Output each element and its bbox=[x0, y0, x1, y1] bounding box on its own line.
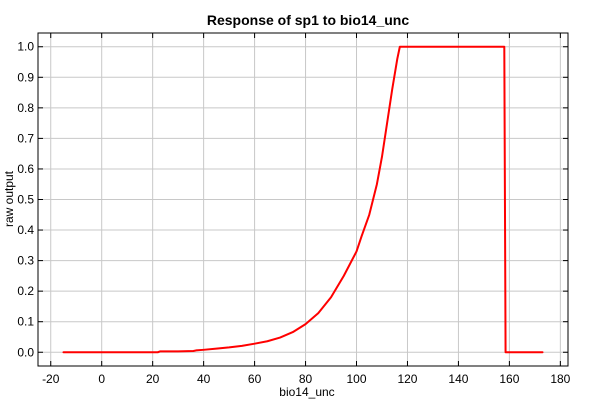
tick-layer: -20 0 20 40 60 80 100 120 140 160 180 0.0 0.1 0.2 0.3 0… bbox=[17, 33, 571, 386]
x-tick-label: 20 bbox=[146, 372, 160, 386]
series-layer bbox=[62, 45, 544, 354]
y-tick-label: 0.5 bbox=[17, 193, 34, 207]
x-tick-label: 60 bbox=[248, 372, 262, 386]
x-tick-label: 160 bbox=[499, 372, 519, 386]
series-line bbox=[62, 45, 544, 354]
y-tick-label: 0.7 bbox=[17, 131, 34, 145]
x-axis-label: bio14_unc bbox=[279, 385, 334, 399]
x-tick-label: 140 bbox=[448, 372, 468, 386]
y-tick-label: 0.0 bbox=[17, 345, 34, 359]
y-tick-label: 0.9 bbox=[17, 70, 34, 84]
x-tick-label: -20 bbox=[42, 372, 60, 386]
y-tick-label: 0.8 bbox=[17, 101, 34, 115]
y-tick-label: 0.2 bbox=[17, 284, 34, 298]
y-tick-label: 0.6 bbox=[17, 162, 34, 176]
y-tick-label: 0.4 bbox=[17, 223, 34, 237]
x-tick-label: 0 bbox=[98, 372, 105, 386]
x-tick-label: 180 bbox=[550, 372, 570, 386]
y-tick-label: 1.0 bbox=[17, 40, 34, 54]
y-tick-label: 0.1 bbox=[17, 315, 34, 329]
y-tick-label: 0.3 bbox=[17, 254, 34, 268]
x-tick-label: 100 bbox=[346, 372, 366, 386]
y-axis-label: raw output bbox=[2, 170, 16, 227]
chart-title: Response of sp1 to bio14_unc bbox=[207, 12, 409, 28]
grid-layer bbox=[38, 33, 568, 366]
x-tick-label: 40 bbox=[197, 372, 211, 386]
x-tick-label: 80 bbox=[299, 372, 313, 386]
x-tick-label: 120 bbox=[397, 372, 417, 386]
